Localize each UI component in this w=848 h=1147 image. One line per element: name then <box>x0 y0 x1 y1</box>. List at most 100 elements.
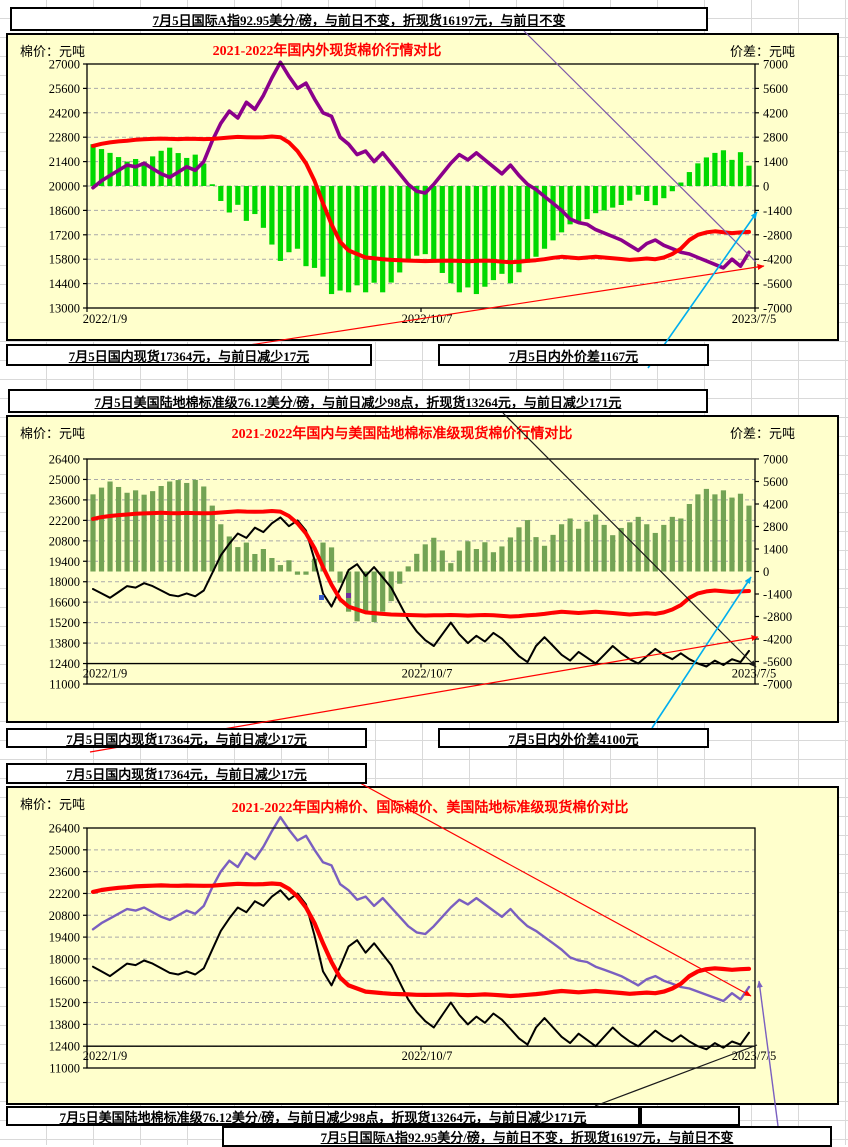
empty-cell-box[interactable] <box>640 1106 740 1126</box>
spread-bar <box>652 186 658 206</box>
spread-bar <box>354 571 360 622</box>
right-axis-label: -7000 <box>763 678 792 692</box>
spread-bar <box>627 522 633 572</box>
spread-bar <box>456 550 462 572</box>
spread-bar <box>473 549 479 572</box>
textbox-chart1-spread-label: 7月5日内外价差1167元 <box>508 348 639 364</box>
chart1-panel[interactable]: 棉价：元吨 2021-2022年国内外现货棉价行情对比 价差：元吨 2022/1… <box>6 33 839 341</box>
textbox-chart3-domestic-header[interactable]: 7月5日国内现货17364元，与前日减少17元 <box>6 763 367 784</box>
spread-bar <box>320 186 326 277</box>
spread-bar <box>397 571 403 584</box>
spread-bar <box>201 486 207 572</box>
left-axis-label: 17200 <box>49 228 80 242</box>
spread-bar <box>303 571 309 575</box>
textbox-chart2-domestic-label: 7月5日国内现货17364元，与前日减少17元 <box>66 731 307 747</box>
right-axis-label: -4200 <box>763 633 792 647</box>
spread-bar <box>175 480 181 572</box>
left-axis-label: 18000 <box>49 952 80 966</box>
spread-bar <box>132 490 139 572</box>
left-axis-label: 25600 <box>49 82 80 96</box>
chart1-right-axis-unit: 价差：元吨 <box>729 44 795 59</box>
left-axis-label: 22200 <box>49 887 80 901</box>
spread-bar <box>431 186 437 263</box>
right-axis-label: 2800 <box>763 131 788 145</box>
left-axis-label: 22800 <box>49 131 80 145</box>
spread-bar <box>635 186 641 195</box>
spread-bar <box>422 544 428 572</box>
spread-bar <box>456 186 462 293</box>
spread-bar <box>439 186 445 273</box>
left-axis-label: 23600 <box>49 493 80 507</box>
spread-bar <box>610 535 616 572</box>
spread-bar <box>720 490 727 572</box>
spread-bar <box>286 186 292 253</box>
spread-bar <box>610 186 616 208</box>
left-axis-label: 18600 <box>49 204 80 218</box>
right-axis-label: 5600 <box>763 475 788 489</box>
spread-bar <box>243 186 249 221</box>
spread-bar <box>218 524 224 572</box>
spread-bar <box>439 550 445 572</box>
spread-bar <box>567 518 573 572</box>
left-axis-label: 18000 <box>49 575 80 589</box>
left-axis-label: 16600 <box>49 596 80 610</box>
left-axis-label: 20000 <box>49 180 80 194</box>
left-axis-label: 21400 <box>49 155 80 169</box>
chart3-left-axis-unit: 棉价：元吨 <box>20 797 86 812</box>
chart2-panel[interactable]: 棉价：元吨 2021-2022年国内与美国陆地棉标准级现货棉价行情对比 价差：元… <box>6 415 839 723</box>
spread-bar <box>269 186 275 245</box>
spread-bar <box>380 571 386 612</box>
spread-bar <box>524 520 531 572</box>
spread-bar <box>124 161 130 186</box>
left-axis-label: 27000 <box>49 58 80 72</box>
textbox-intl-a-index-top[interactable]: 7月5日国际A指92.95美分/磅，与前日不变，折现货16197元，与前日不变 <box>10 7 708 31</box>
spread-bar <box>260 549 266 572</box>
spread-bar <box>167 481 173 572</box>
spread-bar <box>311 558 318 572</box>
spread-bar <box>235 547 241 572</box>
textbox-chart2-spread[interactable]: 7月5日内外价差4100元 <box>438 728 709 748</box>
right-axis-label: 5600 <box>763 82 788 96</box>
spread-bar <box>448 563 454 572</box>
textbox-chart1-spread[interactable]: 7月5日内外价差1167元 <box>438 344 709 366</box>
series-line-us_cotton_spot <box>92 889 750 1051</box>
spread-bar <box>414 553 420 572</box>
spread-bar <box>550 186 556 241</box>
spread-bar <box>363 571 369 612</box>
spread-bar <box>661 186 667 199</box>
spread-bar <box>380 186 386 293</box>
textbox-us-cotton-footer[interactable]: 7月5日美国陆地棉标准级76.12美分/磅，与前日减少98点，折现货13264元… <box>6 1106 640 1126</box>
textbox-chart2-domestic-spot[interactable]: 7月5日国内现货17364元，与前日减少17元 <box>6 728 367 748</box>
spread-bar <box>576 528 582 572</box>
spread-bar <box>558 524 565 572</box>
textbox-intl-a-index-bottom[interactable]: 7月5日国际A指92.95美分/磅，与前日不变，折现货16197元，与前日不变 <box>222 1126 832 1147</box>
spread-bar <box>482 186 488 287</box>
spread-bar <box>320 542 326 572</box>
spread-bar <box>507 186 514 284</box>
textbox-chart1-domestic-spot[interactable]: 7月5日国内现货17364元，与前日减少17元 <box>6 344 372 366</box>
right-axis-label: 4200 <box>763 498 788 512</box>
chart2-left-axis-unit: 棉价：元吨 <box>20 426 86 441</box>
right-axis-label: -1400 <box>763 204 792 218</box>
spread-bar <box>235 186 241 205</box>
right-axis-label: 4200 <box>763 106 788 120</box>
right-axis-label: -4200 <box>763 253 792 267</box>
spread-bar <box>209 505 215 572</box>
textbox-us-cotton-header[interactable]: 7月5日美国陆地棉标准级76.12美分/磅，与前日减少98点，折现货13264元… <box>8 389 708 413</box>
spread-bar <box>277 565 284 572</box>
series-line-domestic_spot <box>91 509 751 619</box>
spread-bar <box>90 494 96 572</box>
legend-dot-purple <box>346 593 351 598</box>
left-axis-label: 11000 <box>49 1062 80 1076</box>
spread-bar <box>260 186 266 228</box>
spread-bar <box>269 558 275 572</box>
chart3-panel[interactable]: 棉价：元吨 2021-2022年国内棉价、国际棉价、美国陆地标准级现货棉价对比 … <box>6 786 839 1105</box>
spread-bar <box>524 186 531 263</box>
spread-bar <box>516 527 522 572</box>
spread-bar <box>550 534 556 572</box>
spread-bar <box>286 560 292 572</box>
right-axis-label: 1400 <box>763 543 788 557</box>
spread-bar <box>712 152 718 186</box>
spread-bar <box>584 186 590 220</box>
spread-bar <box>576 186 582 222</box>
